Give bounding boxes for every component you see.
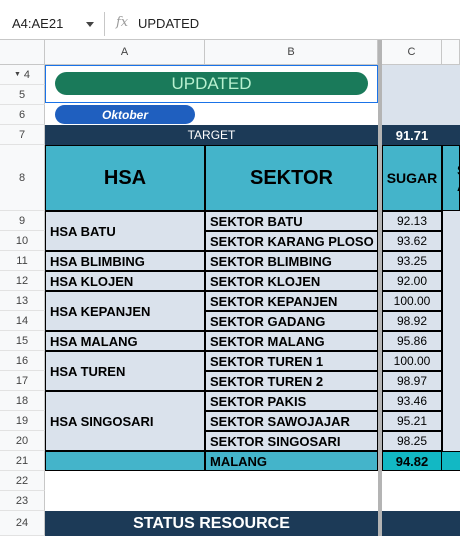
row-header-13[interactable]: 13 [0,291,45,311]
sugar-cell[interactable]: 93.46 [382,391,442,411]
sugar-cell[interactable]: 95.86 [382,331,442,351]
row-header-8[interactable]: 8 [0,145,45,211]
sektor-cell[interactable]: SEKTOR KARANG PLOSO [205,231,378,251]
hsa-group-cell[interactable]: HSA SINGOSARI [45,391,205,451]
row-header-4[interactable]: ▼ 4 [0,65,45,85]
hsa-group-cell[interactable]: HSA MALANG [45,331,205,351]
header-sugar: SUGAR [382,145,442,211]
total-partial[interactable] [442,451,460,471]
sektor-cell[interactable]: SEKTOR GADANG [205,311,378,331]
sektor-cell[interactable]: SEKTOR PAKIS [205,391,378,411]
header-next-partial: S AV [442,145,460,211]
sugar-cell[interactable]: 100.00 [382,291,442,311]
target-value[interactable]: 91.71 [382,125,442,145]
row-header-7[interactable]: 7 [0,125,45,145]
row-header-14[interactable]: 14 [0,311,45,331]
header-hsa: HSA [45,145,205,211]
row-header-24[interactable]: 24 [0,511,45,536]
row-header-22[interactable]: 22 [0,471,45,491]
sugar-cell[interactable]: 100.00 [382,351,442,371]
row-group-arrow-icon[interactable]: ▼ [13,71,21,78]
sektor-cell[interactable]: SEKTOR KEPANJEN [205,291,378,311]
updated-badge: UPDATED [55,72,368,95]
formula-bar-divider [104,12,105,36]
row-header-23[interactable]: 23 [0,491,45,511]
sugar-cell[interactable]: 92.13 [382,211,442,231]
sugar-cell[interactable]: 92.00 [382,271,442,291]
partial-column-cells[interactable] [442,211,460,451]
hsa-group-cell[interactable]: HSA BATU [45,211,205,251]
row-header-17[interactable]: 17 [0,371,45,391]
sektor-cell[interactable]: SEKTOR KLOJEN [205,271,378,291]
frozen-column-divider[interactable] [378,40,382,536]
row-header-18[interactable]: 18 [0,391,45,411]
header-sektor: SEKTOR [205,145,378,211]
row-header-19[interactable]: 19 [0,411,45,431]
hsa-group-cell[interactable]: HSA KEPANJEN [45,291,205,331]
sugar-cell[interactable]: 93.25 [382,251,442,271]
sektor-cell[interactable]: SEKTOR TUREN 1 [205,351,378,371]
total-sugar[interactable]: 94.82 [382,451,442,471]
row-header-16[interactable]: 16 [0,351,45,371]
row-header-10[interactable]: 10 [0,231,45,251]
select-all-corner[interactable] [0,40,45,65]
row-number: 4 [23,68,31,81]
sektor-cell[interactable]: SEKTOR BLIMBING [205,251,378,271]
fx-icon: fx [116,15,129,30]
total-label[interactable]: MALANG [205,451,378,471]
target-extra[interactable] [442,125,460,145]
sektor-cell[interactable]: SEKTOR TUREN 2 [205,371,378,391]
row-header-21[interactable]: 21 [0,451,45,471]
column-header-a[interactable]: A [45,40,205,65]
row-header-12[interactable]: 12 [0,271,45,291]
name-box-dropdown-icon[interactable] [86,22,94,27]
status-resource-header: STATUS RESOURCE [45,511,378,536]
column-header-b[interactable]: B [205,40,378,65]
row-header-6[interactable]: 6 [0,105,45,125]
sugar-cell[interactable]: 98.92 [382,311,442,331]
selection-outline [45,65,378,103]
hsa-group-cell[interactable]: HSA KLOJEN [45,271,205,291]
sektor-cell[interactable]: SEKTOR SAWOJAJAR [205,411,378,431]
row-header-5[interactable]: 5 [0,85,45,105]
sugar-cell[interactable]: 98.97 [382,371,442,391]
sugar-cell[interactable]: 95.21 [382,411,442,431]
column-header-c[interactable]: C [382,40,442,65]
sektor-cell[interactable]: SEKTOR MALANG [205,331,378,351]
sektor-cell[interactable]: SEKTOR BATU [205,211,378,231]
row-header-15[interactable]: 15 [0,331,45,351]
sektor-cell[interactable]: SEKTOR SINGOSARI [205,431,378,451]
row-header-9[interactable]: 9 [0,211,45,231]
sugar-cell[interactable]: 98.25 [382,431,442,451]
name-box[interactable]: A4:AE21 [12,16,64,31]
hsa-group-cell[interactable]: HSA BLIMBING [45,251,205,271]
formula-input[interactable]: UPDATED [138,16,200,31]
status-resource-extra [382,511,460,536]
target-label: TARGET [45,125,378,145]
spreadsheet-grid: A B C ▼ 4 5 6 7 8 9 10 11 12 13 14 15 16 … [0,40,460,536]
month-badge: Oktober [55,105,195,124]
row-header-11[interactable]: 11 [0,251,45,271]
formula-bar: A4:AE21 fx UPDATED [0,0,460,40]
hsa-group-cell[interactable]: HSA TUREN [45,351,205,391]
cell-c4-c6[interactable] [382,65,460,125]
row-header-20[interactable]: 20 [0,431,45,451]
column-header-d[interactable] [442,40,460,65]
sugar-cell[interactable]: 93.62 [382,231,442,251]
total-row-hsa[interactable] [45,451,205,471]
